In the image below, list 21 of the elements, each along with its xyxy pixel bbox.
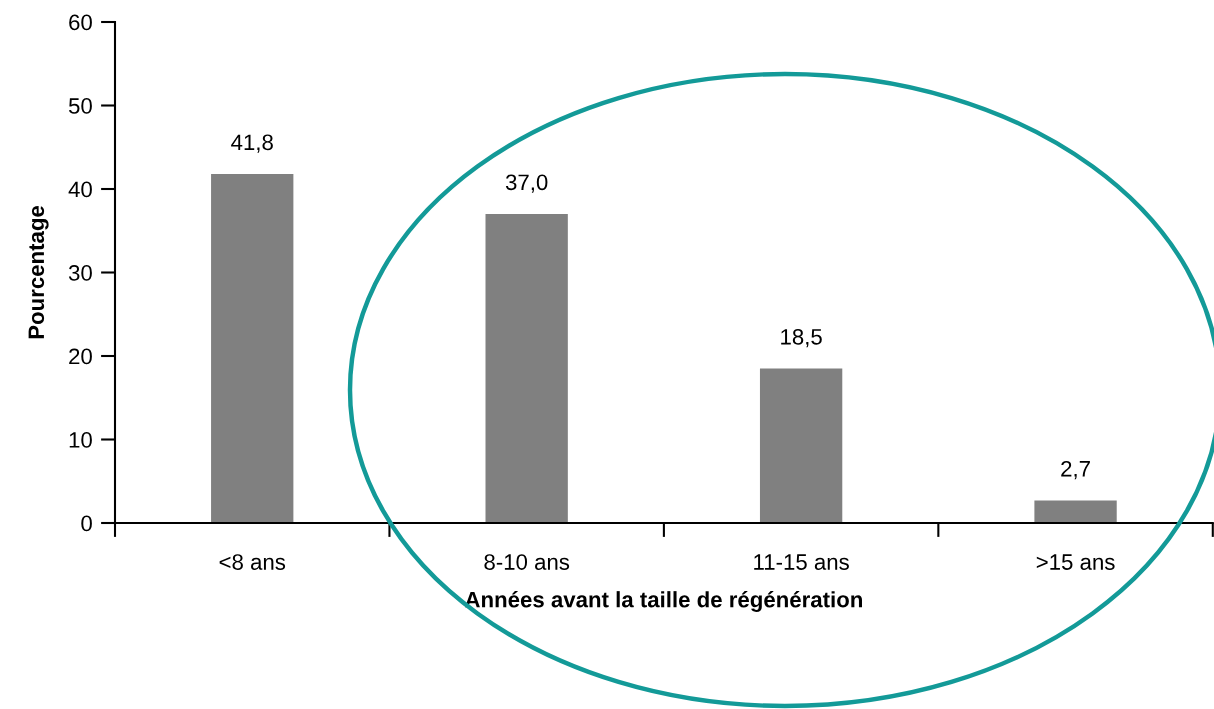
y-tick-label: 0 — [81, 515, 92, 532]
x-tick-label: 8-10 ans — [484, 554, 570, 570]
y-tick-label: 10 — [69, 432, 92, 448]
data-label: 41,8 — [231, 134, 273, 153]
bar — [485, 214, 568, 523]
x-axis-title: Années avant la taille de régénération — [465, 590, 862, 612]
y-tick-label: 60 — [69, 14, 92, 31]
data-label: 18,5 — [781, 328, 822, 348]
x-tick-label: 11-15 ans — [754, 554, 849, 570]
bar — [759, 368, 843, 523]
x-tick-label: >15 ans — [1036, 554, 1115, 570]
y-tick-label: 30 — [68, 265, 92, 281]
x-tick-label: <8 ans — [219, 554, 286, 570]
bar — [1034, 500, 1117, 523]
data-label: 2,7 — [1061, 460, 1090, 480]
y-tick-label: 40 — [68, 181, 92, 198]
bar — [211, 173, 294, 523]
y-tick-label: 50 — [68, 98, 92, 114]
y-tick-label: 20 — [69, 348, 92, 365]
data-label: 37,0 — [505, 174, 548, 193]
y-axis-title: Pourcentage — [28, 205, 49, 339]
